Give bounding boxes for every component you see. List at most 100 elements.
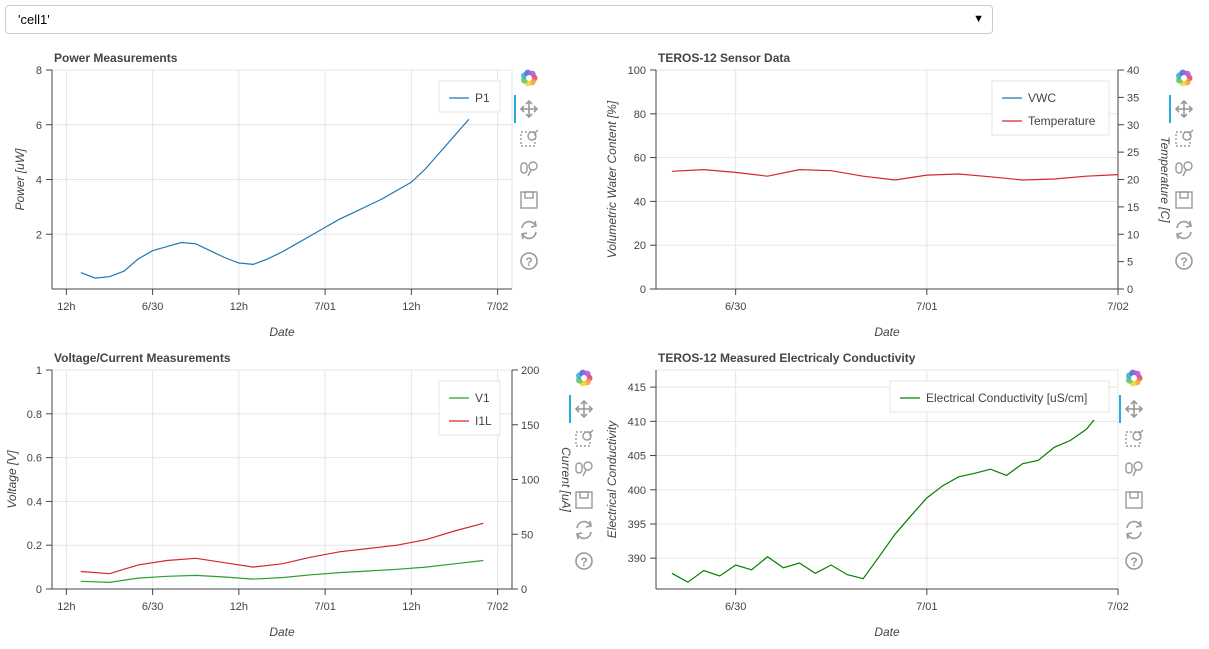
power-panel: Power Measurements 12h 6/30 12h 7/01 12h 7/02 2… <box>0 44 600 344</box>
legend-box <box>438 380 501 436</box>
y-tick-label: 80 <box>634 109 646 121</box>
legend-label: P1 <box>475 91 490 105</box>
y-tick-label: 4 <box>36 175 42 187</box>
chart-toolbar: ? <box>1169 69 1194 270</box>
box-zoom-icon[interactable] <box>575 429 594 447</box>
y-tick-label: 0.2 <box>27 540 42 552</box>
reset-icon[interactable] <box>1126 520 1142 540</box>
legend-box <box>438 80 501 113</box>
y-axis-right-label: Temperature [C] <box>1158 136 1172 223</box>
help-icon[interactable]: ? <box>1175 252 1193 270</box>
wheel-zoom-icon[interactable] <box>1125 461 1143 477</box>
x-tick-label: 12h <box>402 301 420 313</box>
pan-icon[interactable] <box>574 399 594 419</box>
y-right-tick-label: 50 <box>521 529 533 541</box>
x-tick-label: 7/02 <box>1107 301 1128 313</box>
help-icon[interactable]: ? <box>1125 552 1143 570</box>
save-icon[interactable] <box>1175 191 1193 209</box>
teros-sensor-panel: TEROS-12 Sensor Data 6/30 7/01 7/02 0 20 40 60 8… <box>600 44 1200 344</box>
chart-toolbar: ? <box>569 369 594 570</box>
x-axis-label: Date <box>269 325 295 339</box>
chart-toolbar: ? <box>1119 369 1144 570</box>
x-tick-label: 6/30 <box>725 601 746 613</box>
y-right-tick-label: 100 <box>521 475 539 487</box>
svg-text:?: ? <box>580 555 587 569</box>
y-axis-label: Electrical Conductivity <box>605 420 619 538</box>
active-tool-indicator <box>514 95 516 123</box>
bokeh-logo-icon[interactable] <box>520 69 538 87</box>
help-icon[interactable]: ? <box>520 252 538 270</box>
x-tick-label: 12h <box>230 301 248 313</box>
x-tick-label: 6/30 <box>142 601 163 613</box>
y-tick-label: 410 <box>628 416 646 428</box>
svg-text:?: ? <box>1130 555 1137 569</box>
x-tick-label: 6/30 <box>142 301 163 313</box>
y-tick-label: 100 <box>628 65 646 77</box>
save-icon[interactable] <box>1125 491 1143 509</box>
help-icon[interactable]: ? <box>575 552 593 570</box>
series-line-v1 <box>80 559 484 584</box>
bokeh-logo-icon[interactable] <box>575 369 593 387</box>
teros-sensor-chart: TEROS-12 Sensor Data 6/30 7/01 7/02 0 20 40 60 8… <box>605 51 1194 339</box>
legend: P1 <box>438 80 501 113</box>
y-tick-label: 0.4 <box>27 496 42 508</box>
y-tick-label: 8 <box>36 65 42 77</box>
y-axis-right-label: Current [uA] <box>559 447 573 512</box>
y-right-tick-label: 15 <box>1127 202 1139 214</box>
chart-title: TEROS-12 Sensor Data <box>658 51 790 65</box>
y-right-tick-label: 0 <box>1127 284 1133 296</box>
x-tick-label: 6/30 <box>725 301 746 313</box>
wheel-zoom-icon[interactable] <box>575 461 593 477</box>
y-tick-label: 20 <box>634 240 646 252</box>
y-right-tick-label: 200 <box>521 365 539 377</box>
pan-icon[interactable] <box>1174 99 1194 119</box>
reset-icon[interactable] <box>1176 220 1192 240</box>
cell-selector[interactable]: 'cell1' ▼ <box>5 5 993 34</box>
axes <box>655 370 1118 590</box>
active-tool-indicator <box>1119 395 1121 423</box>
save-icon[interactable] <box>520 191 538 209</box>
y-tick-label: 1 <box>36 365 42 377</box>
series-group <box>80 118 470 279</box>
box-zoom-icon[interactable] <box>1175 129 1194 147</box>
reset-icon[interactable] <box>576 520 592 540</box>
reset-icon[interactable] <box>521 220 537 240</box>
y-right-tick-label: 30 <box>1127 120 1139 132</box>
svg-text:?: ? <box>1180 255 1187 269</box>
bokeh-logo-icon[interactable] <box>1175 69 1193 87</box>
bokeh-logo-icon[interactable] <box>1125 369 1143 387</box>
series-group <box>80 522 484 584</box>
legend: VWC Temperature <box>991 80 1110 136</box>
y-tick-label: 2 <box>36 229 42 241</box>
y-right-tick-label: 10 <box>1127 229 1139 241</box>
wheel-zoom-icon[interactable] <box>1175 161 1193 177</box>
y-tick-label: 400 <box>628 485 646 497</box>
x-axis-label: Date <box>269 625 295 639</box>
x-tick-label: 7/01 <box>916 601 937 613</box>
box-zoom-icon[interactable] <box>1125 429 1144 447</box>
y-right-tick-label: 20 <box>1127 175 1139 187</box>
pan-icon[interactable] <box>1124 399 1144 419</box>
y-tick-label: 40 <box>634 196 646 208</box>
chart-toolbar: ? <box>514 69 539 270</box>
chart-title: Voltage/Current Measurements <box>54 351 231 365</box>
x-tick-label: 12h <box>230 601 248 613</box>
y-tick-label: 0 <box>36 584 42 596</box>
conductivity-panel: TEROS-12 Measured Electricaly Conductivi… <box>600 344 1200 644</box>
y-right-tick-label: 25 <box>1127 147 1139 159</box>
box-zoom-icon[interactable] <box>520 129 539 147</box>
cell-selector-value: 'cell1' <box>18 12 50 27</box>
wheel-zoom-icon[interactable] <box>520 161 538 177</box>
active-tool-indicator <box>1169 95 1171 123</box>
legend-label: V1 <box>475 391 490 405</box>
save-icon[interactable] <box>575 491 593 509</box>
y-tick-label: 405 <box>628 451 646 463</box>
chevron-down-icon: ▼ <box>973 13 984 25</box>
x-tick-label: 7/02 <box>1107 601 1128 613</box>
y-axis-label: Power [uW] <box>13 148 27 211</box>
series-group <box>671 419 1095 583</box>
x-tick-label: 12h <box>402 601 420 613</box>
pan-icon[interactable] <box>519 99 539 119</box>
y-tick-label: 0.6 <box>27 453 42 465</box>
power-chart: Power Measurements 12h 6/30 12h 7/01 12h 7/02 2… <box>13 51 539 339</box>
